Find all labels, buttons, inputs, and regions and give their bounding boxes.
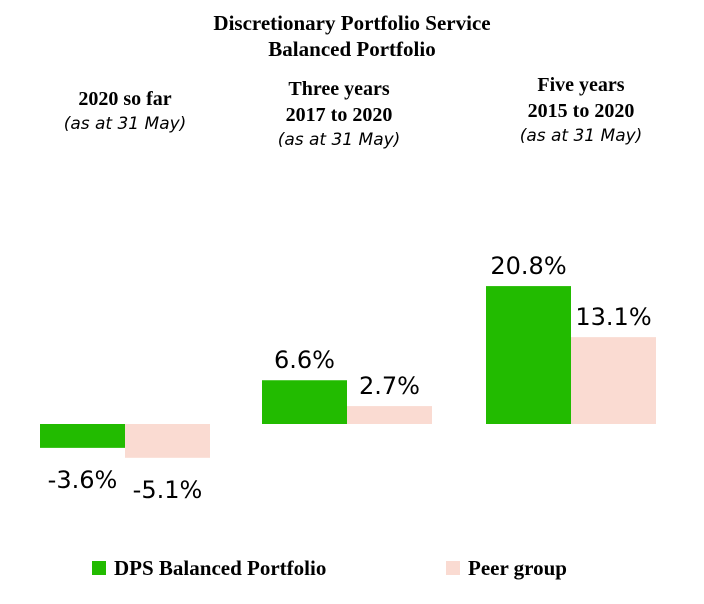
group-header-line: Five years bbox=[537, 74, 625, 96]
legend-swatch-peer-group bbox=[446, 561, 460, 575]
bar-peer-group-1 bbox=[347, 406, 432, 424]
bar-peer-group-2 bbox=[571, 337, 656, 424]
data-label-dps-0: -3.6% bbox=[48, 466, 118, 494]
group-header-line: 2015 to 2020 bbox=[527, 100, 635, 122]
data-label-dps-1: 6.6% bbox=[274, 346, 335, 374]
group-header-note: (as at 31 May) bbox=[277, 130, 401, 150]
group-header-line: 2020 so far bbox=[78, 88, 172, 110]
bar-peer-group-0 bbox=[125, 424, 210, 458]
chart-title-line-1: Discretionary Portfolio Service bbox=[213, 11, 491, 35]
data-label-peer-group-2: 13.1% bbox=[575, 303, 651, 331]
group-header-three-years: Three years 2017 to 2020 (as at 31 May) bbox=[219, 76, 459, 152]
group-header-note: (as at 31 May) bbox=[63, 114, 187, 134]
group-header-note: (as at 31 May) bbox=[519, 126, 643, 146]
group-header-five-years: Five years 2015 to 2020 (as at 31 May) bbox=[461, 72, 701, 148]
bar-dps-1 bbox=[262, 380, 347, 424]
group-header-line: 2017 to 2020 bbox=[285, 104, 393, 126]
group-header-2020-so-far: 2020 so far (as at 31 May) bbox=[5, 86, 245, 136]
bar-dps-0 bbox=[40, 424, 125, 448]
legend-label-peer-group: Peer group bbox=[468, 555, 567, 580]
legend-item-dps: DPS Balanced Portfolio bbox=[92, 552, 326, 584]
bar-dps-2 bbox=[486, 286, 571, 424]
legend-swatch-dps bbox=[92, 561, 106, 575]
legend: DPS Balanced Portfolio Peer group bbox=[0, 552, 704, 584]
data-label-dps-2: 20.8% bbox=[490, 252, 566, 280]
legend-item-peer-group: Peer group bbox=[446, 552, 567, 584]
data-label-peer-group-1: 2.7% bbox=[359, 372, 420, 400]
legend-label-dps: DPS Balanced Portfolio bbox=[114, 555, 327, 580]
data-label-peer-group-0: -5.1% bbox=[133, 476, 203, 504]
chart-title: Discretionary Portfolio Service Balanced… bbox=[0, 10, 704, 62]
chart-title-line-2: Balanced Portfolio bbox=[268, 37, 436, 61]
group-header-line: Three years bbox=[288, 78, 390, 100]
